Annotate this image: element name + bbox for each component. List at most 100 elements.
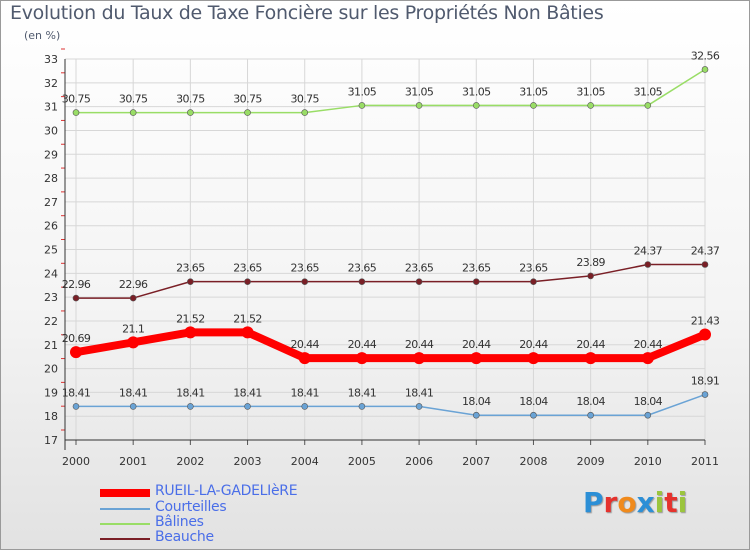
- legend-swatch-balines: [100, 523, 150, 525]
- data-point: [301, 109, 309, 116]
- y-tick-label: 23: [44, 291, 58, 304]
- data-label: 22.96: [119, 278, 148, 291]
- y-tick-label: 18: [44, 410, 58, 423]
- y-tick-label: 21: [44, 339, 58, 352]
- y-tick-label: 27: [44, 196, 58, 209]
- y-tick-label: 32: [44, 77, 58, 90]
- x-tick-label: 2007: [462, 455, 490, 468]
- logo-letter: x: [636, 486, 655, 519]
- data-point: [70, 346, 82, 359]
- data-point: [358, 278, 366, 285]
- logo-letter: i: [654, 486, 665, 519]
- y-tick-label: 26: [44, 220, 58, 233]
- legend-label-courteilles: Courteilles: [155, 499, 227, 515]
- x-tick-label: 2005: [348, 455, 376, 468]
- data-label: 31.05: [634, 85, 663, 98]
- axes: 17 18 19 20 21 22 23 24 25 26 27 28 29 30 31 32 33 2000 20…: [44, 48, 719, 468]
- data-label: 20.69: [62, 332, 91, 345]
- data-label: 21.43: [691, 315, 720, 328]
- y-tick-label: 22: [44, 315, 58, 328]
- y-tick-label: 20: [44, 363, 58, 376]
- data-label: 30.75: [290, 93, 319, 106]
- data-point: [415, 102, 423, 109]
- data-point: [415, 278, 423, 285]
- data-point: [472, 411, 480, 419]
- legend-label-beauche: Beauche: [155, 529, 214, 545]
- data-label: 20.44: [405, 338, 434, 351]
- series-lines: [70, 66, 711, 419]
- data-point: [644, 102, 652, 109]
- x-tick-label: 2010: [634, 455, 662, 468]
- data-point: [527, 352, 540, 365]
- data-point: [244, 278, 251, 285]
- data-point: [530, 102, 537, 109]
- x-tick-label: 2009: [577, 455, 605, 468]
- data-point: [472, 278, 480, 285]
- data-label: 30.75: [62, 93, 91, 106]
- data-point: [584, 352, 597, 365]
- data-label: 31.05: [576, 85, 605, 98]
- data-label: 20.44: [519, 338, 548, 351]
- logo-letter: t: [664, 486, 678, 519]
- data-point: [301, 403, 309, 410]
- data-label: 30.75: [233, 93, 262, 106]
- data-label: 21.52: [176, 312, 205, 325]
- data-point: [129, 294, 137, 302]
- data-point: [129, 109, 137, 116]
- data-label: 18.41: [348, 386, 377, 399]
- data-point: [72, 403, 80, 410]
- data-point: [587, 102, 594, 109]
- data-point: [701, 66, 709, 73]
- data-label: 31.05: [405, 85, 434, 98]
- x-tick-label: 2002: [176, 455, 204, 468]
- logo-letter: r: [603, 486, 618, 519]
- data-point: [298, 352, 311, 365]
- data-label: 23.65: [519, 262, 548, 275]
- data-label: 20.44: [576, 338, 605, 351]
- legend-label-rueil: RUEIL-LA-GADELIèRE: [155, 483, 298, 499]
- data-label: 18.04: [462, 395, 491, 408]
- data-point: [72, 294, 80, 302]
- data-label: 23.65: [176, 262, 205, 275]
- x-tick-label: 2004: [291, 455, 319, 468]
- data-label: 23.65: [348, 262, 377, 275]
- x-tick-label: 2003: [234, 455, 262, 468]
- data-label: 18.04: [634, 395, 663, 408]
- data-point: [699, 328, 711, 341]
- data-point: [413, 352, 426, 365]
- legend-swatch-beauche: [100, 538, 150, 540]
- data-label: 23.65: [290, 262, 319, 275]
- data-label: 18.41: [176, 386, 205, 399]
- data-point: [187, 109, 194, 116]
- data-label: 21.52: [233, 312, 262, 325]
- series-line-0: [72, 328, 709, 363]
- data-labels: 18.41 18.41 18.41 18.41 18.41 18.41 18.41 18.04…: [62, 49, 721, 408]
- data-label: 18.41: [405, 386, 434, 399]
- data-point: [72, 109, 80, 116]
- data-label: 20.44: [290, 338, 319, 351]
- logo-letter: i: [677, 486, 688, 519]
- y-tick-label: 31: [44, 101, 58, 114]
- proxiti-logo: Proxiti: [583, 486, 687, 519]
- data-point: [472, 102, 480, 109]
- data-point: [129, 403, 137, 410]
- legend-label-balines: Bâlines: [155, 514, 204, 530]
- logo-letter: P: [583, 486, 604, 519]
- y-tick-label: 33: [44, 53, 58, 66]
- data-label: 23.65: [233, 262, 262, 275]
- legend-swatch-courteilles: [100, 508, 150, 510]
- data-point: [127, 336, 140, 349]
- y-tick-label: 29: [44, 148, 58, 161]
- data-point: [358, 102, 366, 109]
- data-label: 23.65: [462, 262, 491, 275]
- data-label: 18.41: [290, 386, 319, 399]
- x-tick-label: 2006: [405, 455, 433, 468]
- data-point: [301, 278, 309, 285]
- grid: [65, 58, 706, 441]
- data-point: [470, 352, 483, 365]
- data-label: 31.05: [462, 85, 491, 98]
- data-point: [644, 261, 652, 268]
- data-point: [701, 391, 709, 398]
